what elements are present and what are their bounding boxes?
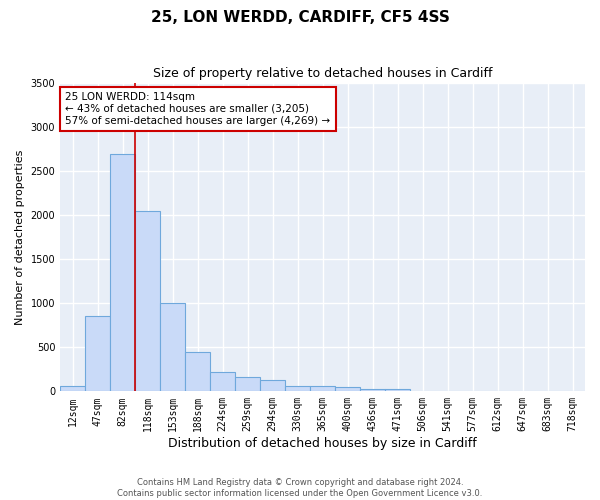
Text: 25 LON WERDD: 114sqm
← 43% of detached houses are smaller (3,205)
57% of semi-de: 25 LON WERDD: 114sqm ← 43% of detached h… [65, 92, 331, 126]
Bar [335, 387, 360, 392]
Bar [210, 372, 235, 392]
Bar [110, 154, 135, 392]
Y-axis label: Number of detached properties: Number of detached properties [15, 150, 25, 325]
Text: Contains HM Land Registry data © Crown copyright and database right 2024.
Contai: Contains HM Land Registry data © Crown c… [118, 478, 482, 498]
Bar [385, 389, 410, 392]
Bar [60, 386, 85, 392]
Bar [185, 352, 210, 392]
Title: Size of property relative to detached houses in Cardiff: Size of property relative to detached ho… [153, 68, 493, 80]
Text: 25, LON WERDD, CARDIFF, CF5 4SS: 25, LON WERDD, CARDIFF, CF5 4SS [151, 10, 449, 25]
Bar [235, 377, 260, 392]
Bar [135, 211, 160, 392]
Bar [160, 304, 185, 392]
X-axis label: Distribution of detached houses by size in Cardiff: Distribution of detached houses by size … [168, 437, 477, 450]
Bar [260, 380, 285, 392]
Bar [310, 386, 335, 392]
Bar [360, 388, 385, 392]
Bar [285, 386, 310, 392]
Bar [85, 316, 110, 392]
